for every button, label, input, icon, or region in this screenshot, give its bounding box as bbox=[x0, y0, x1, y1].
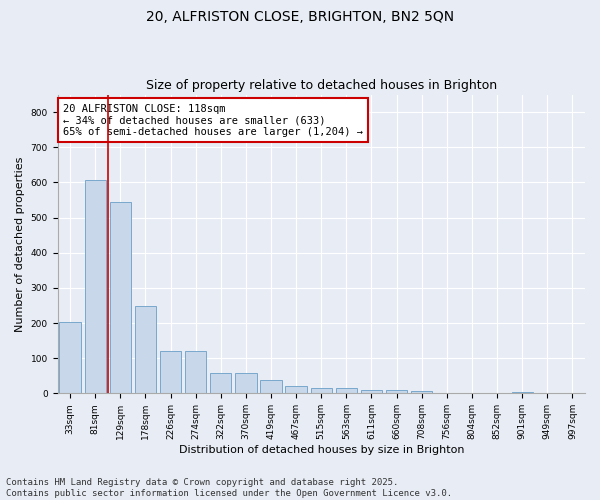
Title: Size of property relative to detached houses in Brighton: Size of property relative to detached ho… bbox=[146, 79, 497, 92]
Bar bbox=[185, 351, 206, 394]
Bar bbox=[160, 351, 181, 394]
Bar bbox=[59, 322, 81, 394]
Bar bbox=[411, 391, 433, 394]
Bar bbox=[386, 390, 407, 394]
Text: 20 ALFRISTON CLOSE: 118sqm
← 34% of detached houses are smaller (633)
65% of sem: 20 ALFRISTON CLOSE: 118sqm ← 34% of deta… bbox=[63, 104, 363, 136]
Bar bbox=[286, 386, 307, 394]
X-axis label: Distribution of detached houses by size in Brighton: Distribution of detached houses by size … bbox=[179, 445, 464, 455]
Bar bbox=[512, 392, 533, 394]
Bar bbox=[260, 380, 282, 394]
Bar bbox=[336, 388, 357, 394]
Text: Contains HM Land Registry data © Crown copyright and database right 2025.
Contai: Contains HM Land Registry data © Crown c… bbox=[6, 478, 452, 498]
Bar bbox=[235, 374, 257, 394]
Bar bbox=[361, 390, 382, 394]
Text: 20, ALFRISTON CLOSE, BRIGHTON, BN2 5QN: 20, ALFRISTON CLOSE, BRIGHTON, BN2 5QN bbox=[146, 10, 454, 24]
Bar bbox=[311, 388, 332, 394]
Bar bbox=[210, 373, 232, 394]
Bar bbox=[135, 306, 156, 394]
Y-axis label: Number of detached properties: Number of detached properties bbox=[15, 156, 25, 332]
Bar bbox=[85, 180, 106, 394]
Bar bbox=[110, 202, 131, 394]
